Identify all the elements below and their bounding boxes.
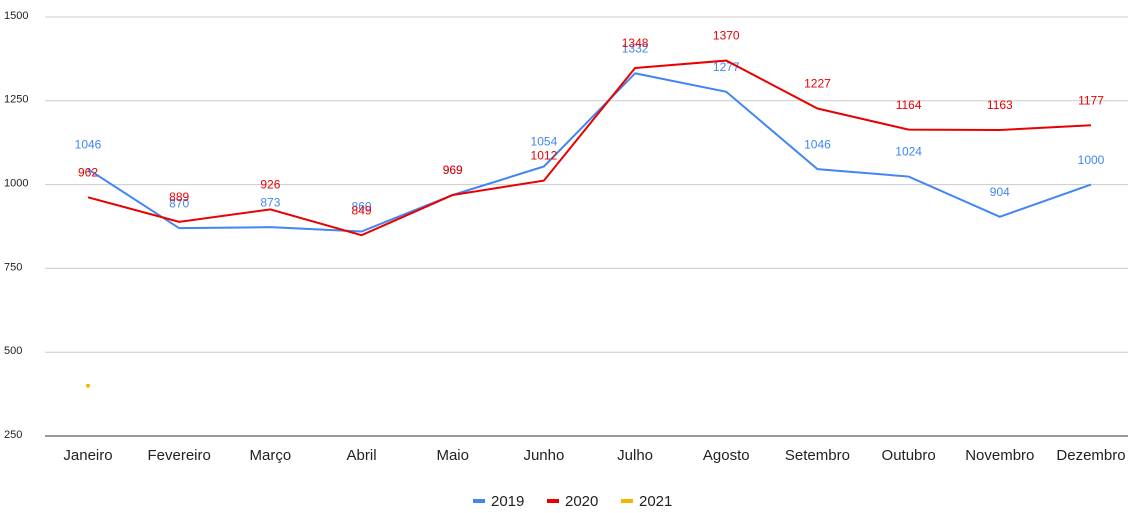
- data-label: 1164: [896, 98, 922, 112]
- data-label: 926: [260, 178, 280, 192]
- data-label: 849: [352, 203, 372, 217]
- x-tick-label: Maio: [436, 447, 469, 464]
- data-label: 1046: [804, 137, 831, 151]
- data-label: 1054: [531, 135, 558, 149]
- data-label: 1348: [622, 36, 649, 50]
- x-tick-label: Agosto: [703, 447, 750, 464]
- data-label: 889: [169, 190, 189, 204]
- data-label: 969: [443, 163, 463, 177]
- series-line: [87, 59, 1092, 237]
- data-label: 1046: [75, 137, 102, 151]
- data-label: 870: [169, 196, 189, 210]
- data-label: 1000: [1078, 153, 1105, 167]
- x-tick-label: Abril: [347, 447, 377, 464]
- series-line: [87, 72, 1092, 233]
- legend-label: 2020: [565, 493, 598, 508]
- y-tick-label: 1250: [4, 94, 28, 106]
- y-tick-label: 250: [4, 429, 22, 441]
- x-tick-label: Setembro: [785, 447, 850, 464]
- y-tick-label: 1500: [4, 10, 28, 22]
- data-label: 860: [352, 200, 372, 214]
- legend: 2019 2020 2021: [473, 493, 672, 510]
- data-label: 1012: [531, 149, 558, 163]
- x-tick-label: Março: [250, 447, 292, 464]
- data-label: 1024: [895, 145, 922, 159]
- legend-swatch: [473, 499, 485, 503]
- data-label: 1332: [622, 41, 649, 55]
- data-label: 904: [990, 185, 1010, 199]
- x-tick-label: Julho: [617, 447, 653, 464]
- legend-swatch: [621, 499, 633, 503]
- legend-label: 2019: [491, 493, 524, 508]
- data-label: 962: [78, 166, 98, 180]
- data-label: 1177: [1078, 93, 1104, 107]
- data-label: 873: [260, 195, 280, 209]
- data-label: 1370: [713, 29, 740, 43]
- point: [86, 383, 90, 388]
- y-tick-label: 500: [4, 345, 22, 357]
- x-tick-label: Outubro: [882, 447, 936, 464]
- x-tick-label: Janeiro: [63, 447, 112, 464]
- data-label: 1163: [987, 98, 1013, 112]
- y-tick-label: 1000: [4, 178, 28, 190]
- data-label: 1227: [804, 77, 831, 91]
- x-tick-label: Junho: [523, 447, 564, 464]
- data-label: 969: [443, 163, 463, 177]
- x-tick-label: Novembro: [965, 447, 1034, 464]
- legend-swatch: [547, 499, 559, 503]
- legend-label: 2021: [639, 493, 672, 508]
- x-tick-label: Dezembro: [1056, 447, 1125, 464]
- x-tick-label: Fevereiro: [148, 447, 211, 464]
- y-tick-label: 750: [4, 261, 22, 273]
